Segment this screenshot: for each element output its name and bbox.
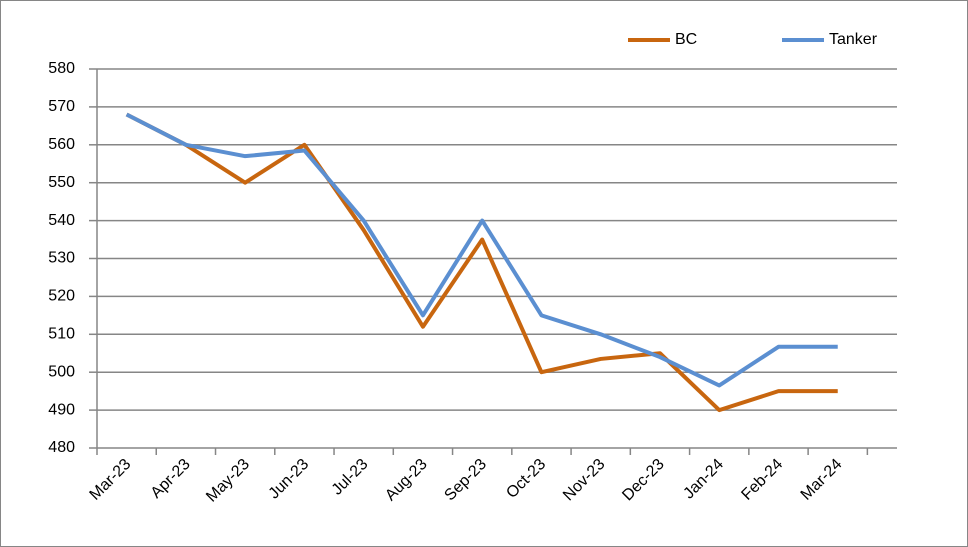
y-tick-label: 520 [48, 288, 75, 305]
y-tick-label: 530 [48, 250, 75, 267]
series-line [125, 112, 838, 413]
y-tick-label: 490 [48, 401, 75, 418]
legend-label: BC [675, 31, 697, 48]
series-line [125, 112, 838, 388]
y-tick-label: 560 [48, 136, 75, 153]
y-tick-label: 580 [48, 60, 75, 77]
y-tick-label: 570 [48, 98, 75, 115]
y-tick-label: 550 [48, 174, 75, 191]
y-tick-label: 540 [48, 212, 75, 229]
y-tick-label: 500 [48, 363, 75, 380]
y-tick-label: 480 [48, 439, 75, 456]
y-tick-label: 510 [48, 326, 75, 343]
legend-label: Tanker [829, 31, 878, 48]
